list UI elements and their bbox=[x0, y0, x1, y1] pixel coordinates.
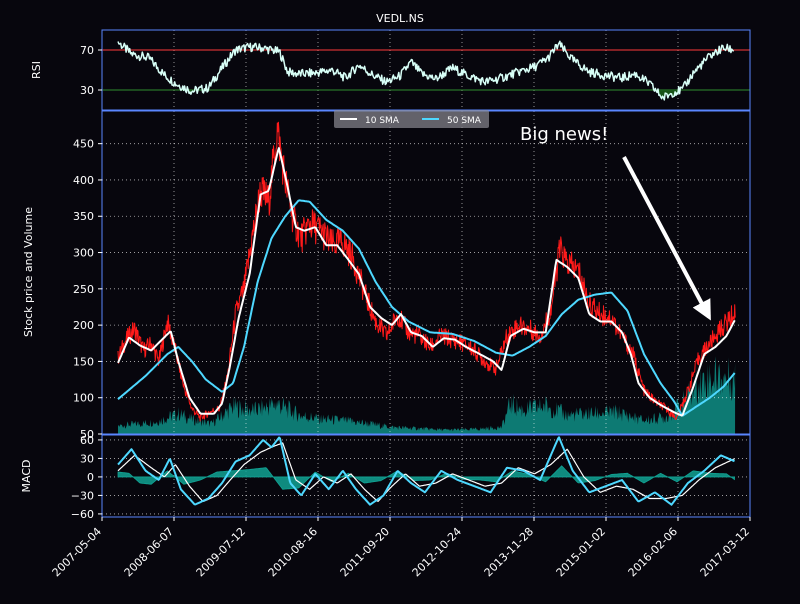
price-y-ticks: 450 400 350 300 250 200 150 100 50 bbox=[73, 138, 102, 441]
legend-box bbox=[334, 110, 489, 128]
macd-y-tick-label: 60 bbox=[80, 434, 94, 447]
price-y-tick-label: 350 bbox=[73, 210, 94, 223]
price-panel: 450 400 350 300 250 200 150 100 50 Stock price a… bbox=[22, 110, 751, 441]
rsi-series-layer bbox=[117, 40, 735, 101]
price-series-layer bbox=[117, 121, 736, 422]
x-tick-label: 2008-06-07 bbox=[122, 525, 176, 579]
macd-y-tick-label: −30 bbox=[71, 489, 94, 502]
price-frame bbox=[101, 110, 751, 435]
macd-histogram bbox=[117, 465, 735, 490]
rsi-y-ticks: 70 30 bbox=[80, 44, 102, 97]
macd-frame bbox=[101, 434, 751, 518]
x-tick-label: 2012-10-24 bbox=[410, 525, 464, 579]
volume-area bbox=[118, 356, 736, 434]
close-price-line bbox=[117, 121, 736, 422]
legend: 10 SMA 50 SMA bbox=[334, 110, 489, 128]
x-tick-label: 2009-07-12 bbox=[194, 525, 248, 579]
macd-grid bbox=[101, 435, 751, 517]
sma-10-line bbox=[117, 147, 736, 417]
macd-y-tick-label: 0 bbox=[87, 471, 94, 484]
macd-y-tick-label: −60 bbox=[71, 508, 94, 521]
price-ylabel: Stock price and Volume bbox=[22, 207, 35, 337]
macd-y-tick-label: 30 bbox=[80, 452, 94, 465]
x-tick-label: 2007-05-04 bbox=[50, 525, 104, 579]
price-y-tick-label: 150 bbox=[73, 355, 94, 368]
price-y-tick-label: 50 bbox=[80, 428, 94, 441]
legend-label-50-sma: 50 SMA bbox=[447, 116, 482, 126]
macd-line bbox=[117, 436, 735, 506]
x-tick-label: 2011-09-20 bbox=[338, 525, 392, 579]
price-y-tick-label: 200 bbox=[73, 319, 94, 332]
annotation-arrow bbox=[622, 156, 711, 321]
x-tick-label: 2015-01-02 bbox=[554, 525, 608, 579]
x-tick-label: 2013-11-28 bbox=[482, 525, 536, 579]
macd-series-layer bbox=[117, 436, 735, 506]
rsi-panel: 70 30 RSI bbox=[30, 29, 751, 111]
volume-layer bbox=[118, 356, 736, 434]
macd-signal-line bbox=[117, 442, 735, 502]
x-tick-label: 2010-08-16 bbox=[266, 525, 320, 579]
x-axis-ticks: 2007-05-04 2008-06-07 2009-07-12 2010-08-16… bbox=[50, 517, 752, 579]
x-tick-label: 2016-02-06 bbox=[626, 525, 680, 579]
rsi-y-tick-label: 70 bbox=[80, 44, 94, 57]
macd-ylabel: MACD bbox=[20, 460, 33, 493]
macd-y-ticks: 60 30 0 −30 −60 bbox=[71, 434, 102, 521]
chart-title: VEDL.NS bbox=[376, 12, 424, 25]
price-y-tick-label: 300 bbox=[73, 247, 94, 260]
rsi-frame bbox=[101, 29, 751, 111]
rsi-line bbox=[117, 40, 735, 101]
price-grid bbox=[101, 111, 751, 435]
rsi-y-tick-label: 30 bbox=[80, 84, 94, 97]
macd-panel: 60 30 0 −30 −60 MACD bbox=[20, 434, 751, 521]
price-y-tick-label: 100 bbox=[73, 392, 94, 405]
rsi-ylabel: RSI bbox=[30, 61, 43, 79]
rsi-oversold-fill bbox=[118, 90, 734, 100]
rsi-reference-lines bbox=[102, 49, 750, 91]
price-y-tick-label: 450 bbox=[73, 138, 94, 151]
price-y-tick-label: 400 bbox=[73, 174, 94, 187]
annotation-text: Big news! bbox=[520, 124, 608, 145]
sma-50-line bbox=[117, 199, 736, 417]
rsi-grid bbox=[101, 30, 751, 110]
legend-label-10-sma: 10 SMA bbox=[365, 116, 400, 126]
price-y-tick-label: 250 bbox=[73, 283, 94, 296]
x-tick-label: 2017-03-12 bbox=[698, 525, 752, 579]
